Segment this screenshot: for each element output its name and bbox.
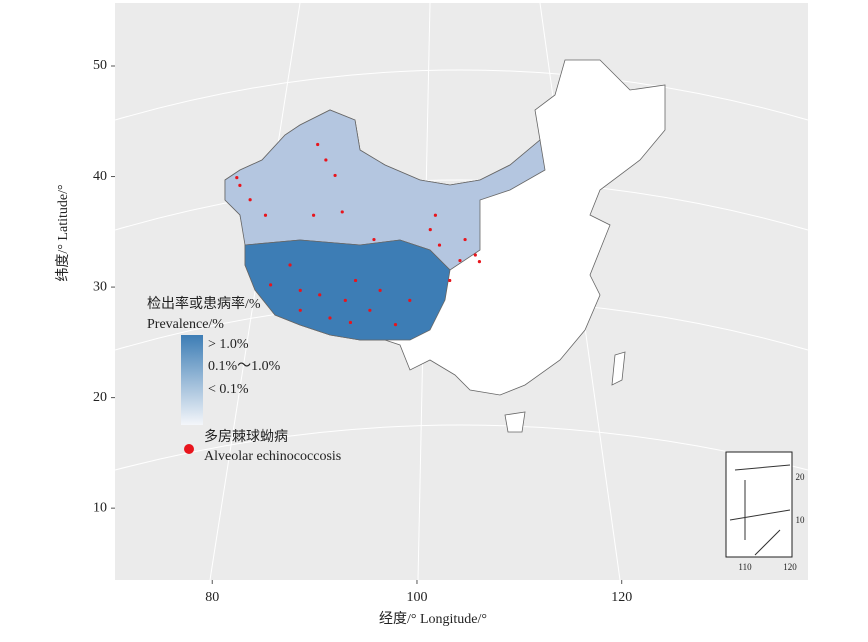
x-tick-label: 120 [611,590,632,605]
y-tick-label: 30 [93,279,107,294]
case-point [463,237,467,242]
case-point [340,210,344,214]
case-point [268,283,273,287]
inset-tick: 20 [796,472,806,482]
legend-point [184,444,194,454]
x-tick-label: 80 [205,590,219,605]
case-point [448,278,452,283]
case-point [477,260,482,264]
inset-tick: 110 [738,562,752,572]
y-tick-label: 50 [93,58,107,73]
case-point [333,173,337,178]
y-tick-label: 10 [93,500,107,515]
legend-label: 0.1%～1.0% [208,359,281,374]
case-point [473,253,477,257]
case-point [343,298,347,302]
case-point [288,263,292,267]
case-point [311,213,316,217]
case-point [353,278,358,283]
map [224,59,666,433]
x-tick-label: 100 [406,590,427,605]
case-point [263,213,268,217]
case-point [348,320,353,325]
case-point [318,293,322,297]
case-point [458,258,462,263]
case-point [316,142,320,147]
legend-title: 检出率或患病率/% [147,295,261,312]
case-point [408,298,412,302]
case-point [238,183,242,187]
case-point [393,323,398,327]
case-point [428,227,432,232]
case-point [328,316,332,320]
inset: 20 10 110 120 [725,451,806,572]
legend-entry: 多房棘球蚴病 [204,428,288,445]
legend-label: < 0.1% [208,382,249,397]
case-point [372,237,376,242]
case-point [437,243,442,247]
legend-gradient [181,335,203,425]
x-axis-label: 经度/° Longitude/° [379,611,487,627]
y-axis-label: 纬度/° Latitude/° [55,184,71,281]
inset-map [729,464,791,556]
case-point [298,288,302,292]
inset-tick: 10 [796,515,806,525]
legend-subtitle: Prevalence/% [147,317,224,332]
case-point [324,158,328,162]
inset-tick: 120 [783,562,797,572]
legend-entry: Alveolar echinococcosis [204,449,341,464]
legend-label: > 1.0% [208,337,249,352]
y-tick-label: 20 [93,390,107,405]
case-point [235,176,239,180]
case-point [248,198,252,202]
case-point [378,288,382,292]
case-point [368,308,372,312]
case-point [298,308,302,312]
case-point [433,213,437,217]
y-tick-label: 40 [93,169,107,184]
